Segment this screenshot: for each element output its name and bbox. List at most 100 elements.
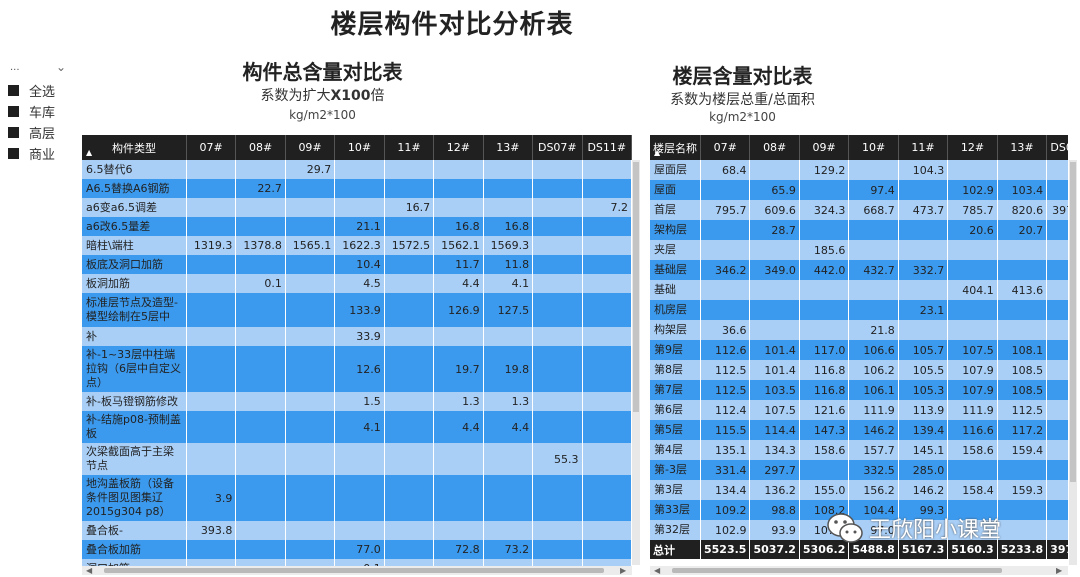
table-row[interactable]: 次梁截面高于主梁节点 55.3 <box>82 443 632 475</box>
column-header[interactable]: 09# <box>285 135 336 160</box>
column-header[interactable]: 12# <box>433 135 484 160</box>
table-row[interactable]: 补-1~33层中柱端拉钩（6层中自定义点） 12.6 19.7 19.8 <box>82 346 632 392</box>
table-row[interactable]: 屋面 65.9 97.4 102.9 103.4 <box>650 180 1068 200</box>
checkbox-icon[interactable] <box>8 106 19 117</box>
right-hscroll-thumb[interactable] <box>672 568 1002 573</box>
table-cell: 116.8 <box>799 360 850 380</box>
column-header[interactable]: 12# <box>947 135 998 160</box>
column-header[interactable]: DS07# <box>532 135 583 160</box>
table-row[interactable]: 架构层 28.7 20.6 20.7 <box>650 220 1068 240</box>
slicer-option[interactable]: 全选 <box>8 80 72 101</box>
table-row[interactable]: 补-结施p08-预制盖板 4.1 4.4 4.4 <box>82 411 632 443</box>
table-row[interactable]: a6变a6.5调差 16.7 7.2 <box>82 198 632 217</box>
column-header[interactable]: 10# <box>848 135 899 160</box>
table-row[interactable]: 洞口加筋 0.1 <box>82 559 632 566</box>
table-cell: 413.6 <box>997 280 1048 300</box>
page-title: 楼层构件对比分析表 <box>330 10 574 40</box>
table-row[interactable]: 暗柱\端柱 1319.3 1378.8 1565.1 1622.3 1572.5 1562.… <box>82 236 632 255</box>
scroll-left-icon[interactable]: ◀ <box>86 566 93 575</box>
column-header[interactable]: DS11# <box>582 135 632 160</box>
slicer-option[interactable]: 高层 <box>8 122 72 143</box>
column-header[interactable]: 11# <box>898 135 949 160</box>
table-row[interactable]: 叠合板- 393.8 <box>82 521 632 540</box>
table-row[interactable]: 第8层 112.5 101.4 116.8 106.2 105.5 107.9 108.5 <box>650 360 1068 380</box>
scroll-right-icon[interactable]: ▶ <box>620 566 627 575</box>
table-cell: 785.7 <box>947 200 998 220</box>
slicer-option[interactable]: 商业 <box>8 143 72 164</box>
column-header[interactable]: 09# <box>799 135 850 160</box>
sort-ascending-icon[interactable]: ▲ <box>86 148 93 157</box>
table-row[interactable]: 第3层 134.4 136.2 155.0 156.2 146.2 158.4 159.3 <box>650 480 1068 500</box>
table-cell: 158.6 <box>947 440 998 460</box>
slicer-more-icon[interactable]: ... <box>10 62 20 73</box>
right-vscroll-thumb[interactable] <box>1070 162 1076 482</box>
row-label: 补 <box>82 327 187 346</box>
row-label: 补-板马镫钢筋修改 <box>82 392 187 411</box>
left-table-vscroll[interactable] <box>632 160 640 565</box>
column-header[interactable]: 13# <box>997 135 1048 160</box>
building-type-slicer[interactable]: ... ⌄ 全选 车库 高层 商业 <box>8 60 72 164</box>
table-cell: 285.0 <box>898 460 949 480</box>
table-cell: 108.5 <box>997 360 1048 380</box>
right-table-vscroll[interactable] <box>1069 160 1077 565</box>
table-row[interactable]: 板底及洞口加筋 10.4 11.7 11.8 <box>82 255 632 274</box>
table-row[interactable]: 第9层 112.6 101.4 117.0 106.6 105.7 107.5 108.1 <box>650 340 1068 360</box>
column-header[interactable]: 07# <box>186 135 237 160</box>
table-row[interactable]: 第5层 115.5 114.4 147.3 146.2 139.4 116.6 117.2 <box>650 420 1068 440</box>
column-header[interactable]: 11# <box>384 135 435 160</box>
table-row[interactable]: 地沟盖板筋（设备条件图见图集辽2015g304 p8） 3.9 <box>82 475 632 521</box>
table-row[interactable]: 6.5替代6 29.7 <box>82 160 632 179</box>
table-cell: 1562.1 <box>433 236 484 255</box>
left-table-hscroll[interactable]: ◀ ▶ <box>82 566 632 575</box>
table-cell <box>285 198 336 217</box>
table-cell <box>433 521 484 540</box>
table-cell <box>1046 400 1068 420</box>
table-row[interactable]: 第-3层 331.4 297.7 332.5 285.0 <box>650 460 1068 480</box>
table-row[interactable]: A6.5替换A6钢筋 22.7 <box>82 179 632 198</box>
total-cell: 5037.2 <box>749 540 800 559</box>
table-cell <box>235 160 286 179</box>
column-header-name[interactable]: 楼层名称 ▲ <box>650 135 701 160</box>
table-row[interactable]: 板洞加筋 0.1 4.5 4.4 4.1 <box>82 274 632 293</box>
table-row[interactable]: a6改6.5量差 21.1 16.8 16.8 <box>82 217 632 236</box>
column-header[interactable]: 08# <box>235 135 286 160</box>
column-header[interactable]: 13# <box>483 135 534 160</box>
checkbox-icon[interactable] <box>8 148 19 159</box>
table-cell <box>700 280 751 300</box>
sort-ascending-icon[interactable]: ▲ <box>654 148 661 157</box>
column-header[interactable]: 08# <box>749 135 800 160</box>
table-row[interactable]: 补 33.9 <box>82 327 632 346</box>
table-row[interactable]: 标准层节点及造型-模型绘制在5层中 133.9 126.9 127.5 <box>82 293 632 327</box>
table-row[interactable]: 构架层 36.6 21.8 <box>650 320 1068 340</box>
table-row[interactable]: 屋面层 68.4 129.2 104.3 <box>650 160 1068 180</box>
table-row[interactable]: 夹层 185.6 <box>650 240 1068 260</box>
table-cell: 134.3 <box>749 440 800 460</box>
table-row[interactable]: 补-板马镫钢筋修改 1.5 1.3 1.3 <box>82 392 632 411</box>
left-vscroll-thumb[interactable] <box>633 162 639 412</box>
table-row[interactable]: 基础层 346.2 349.0 442.0 432.7 332.7 <box>650 260 1068 280</box>
table-row[interactable]: 叠合板加筋 77.0 72.8 73.2 <box>82 540 632 559</box>
left-hscroll-thumb[interactable] <box>104 568 604 573</box>
column-header-name[interactable]: 构件类型 ▲ <box>82 135 187 160</box>
scroll-right-icon[interactable]: ▶ <box>1056 566 1063 575</box>
table-cell <box>285 521 336 540</box>
checkbox-icon[interactable] <box>8 127 19 138</box>
table-row[interactable]: 第4层 135.1 134.3 158.6 157.7 145.1 158.6 159.4 <box>650 440 1068 460</box>
table-row[interactable]: 基础 404.1 413.6 <box>650 280 1068 300</box>
right-table-hscroll[interactable]: ◀ ▶ <box>650 566 1068 575</box>
column-header[interactable]: 07# <box>700 135 751 160</box>
column-header[interactable]: 10# <box>334 135 385 160</box>
chevron-down-icon[interactable]: ⌄ <box>56 60 67 74</box>
table-cell <box>582 521 632 540</box>
table-cell <box>749 160 800 180</box>
table-row[interactable]: 第6层 112.4 107.5 121.6 111.9 113.9 111.9 112.5 <box>650 400 1068 420</box>
column-header[interactable]: DS0 <box>1046 135 1068 160</box>
component-content-table[interactable]: 构件类型 ▲ 07# 08# 09# 10# 11# 12# 13# DS07# DS11# 6.5替… <box>82 135 632 566</box>
floor-content-table[interactable]: 楼层名称▲07#08#09#10#11#12#13#DS0屋面层68.4129.… <box>650 135 1068 566</box>
checkbox-icon[interactable] <box>8 85 19 96</box>
scroll-left-icon[interactable]: ◀ <box>654 566 661 575</box>
table-row[interactable]: 第7层 112.5 103.5 116.8 106.1 105.3 107.9 108.5 <box>650 380 1068 400</box>
table-row[interactable]: 机房层 23.1 <box>650 300 1068 320</box>
slicer-option[interactable]: 车库 <box>8 101 72 122</box>
